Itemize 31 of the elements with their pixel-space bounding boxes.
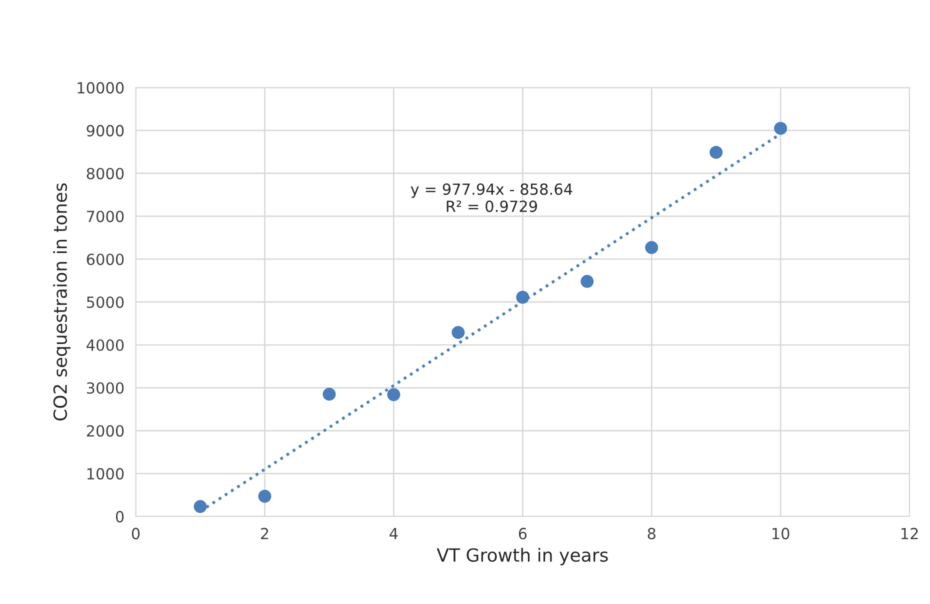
point [387, 388, 400, 402]
point [516, 290, 530, 304]
y-tick-label: 9000 [86, 124, 124, 136]
point [710, 146, 723, 159]
y-axis-title: CO2 sequestraion in tones [53, 183, 71, 421]
point [580, 274, 594, 288]
y-tick-label: 8000 [86, 168, 124, 180]
x-axis-title: VT Growth in years [436, 548, 608, 566]
x-tick-label: 10 [772, 528, 790, 540]
y-tick-label: 4000 [86, 339, 124, 351]
point [258, 490, 272, 503]
y-tick-label: 0 [116, 510, 124, 522]
point [452, 326, 465, 339]
x-tick-label: 12 [902, 528, 918, 540]
x-tick-label: 0 [132, 528, 140, 540]
y-tick-label: 10000 [78, 82, 124, 94]
y-tick-label: 6000 [86, 254, 124, 266]
y-tick-label: 1000 [87, 468, 124, 480]
x-tick-label: 2 [261, 528, 268, 540]
y-tick-label: 5000 [86, 296, 124, 308]
y-tick-label: 7000 [87, 210, 124, 222]
x-tick-label: 6 [518, 528, 527, 540]
point [645, 241, 658, 254]
annotation: y = 977.94x - 858.64 R² = 0.9729 [410, 183, 572, 212]
point [194, 500, 207, 514]
point [322, 388, 336, 401]
y-tick-label: 3000 [86, 382, 124, 394]
x-tick-label: 8 [648, 528, 656, 540]
x-tick-label: 4 [390, 528, 398, 540]
y-tick-label: 2000 [86, 425, 124, 437]
point [774, 122, 788, 135]
